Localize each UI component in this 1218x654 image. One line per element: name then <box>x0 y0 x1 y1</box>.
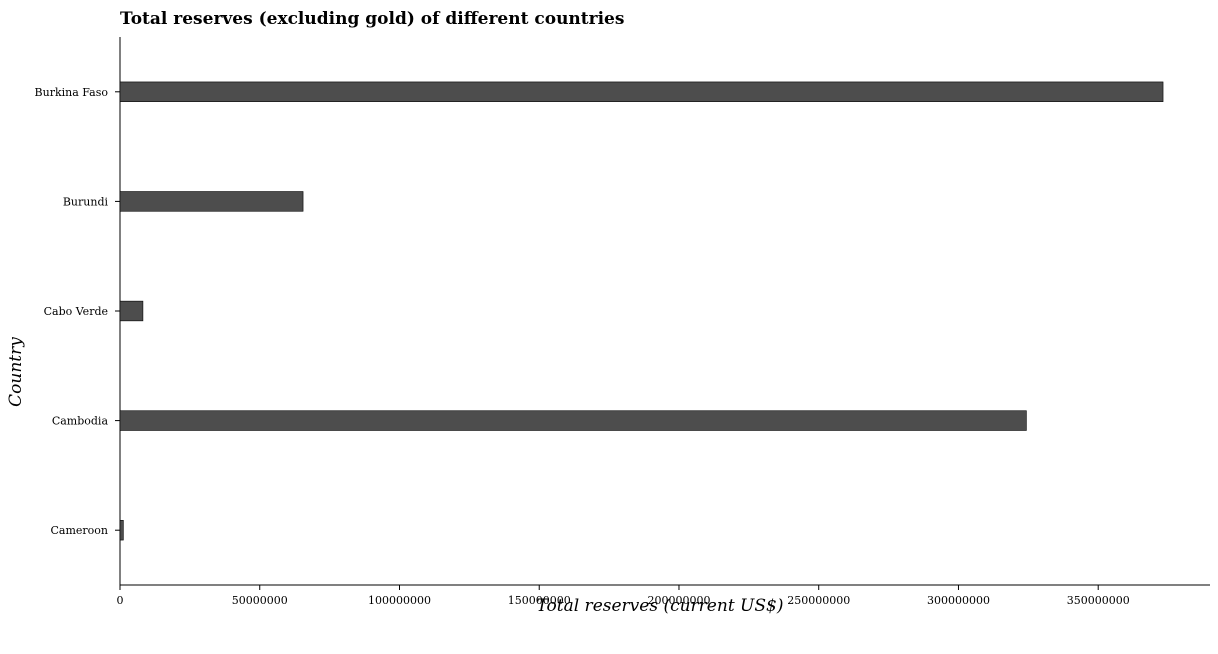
bar <box>119 81 1164 102</box>
x-tick-label: 50000000 <box>232 594 288 607</box>
bar <box>119 300 144 322</box>
x-tick-label: 200000000 <box>647 594 710 607</box>
x-tick-label: 250000000 <box>787 594 850 607</box>
y-tick-label: Cameroon <box>50 524 108 537</box>
x-axis-label: Total reserves (current US$) <box>537 596 784 616</box>
x-tick-label: 0 <box>117 594 124 607</box>
x-tick-label: 300000000 <box>927 594 990 607</box>
bar <box>119 191 304 212</box>
plot-area: 0 50000000 100000000 150000000 200000000 2500… <box>35 37 1210 607</box>
chart-title: Total reserves (excluding gold) of diffe… <box>120 9 624 29</box>
y-tick-label: Burkina Faso <box>35 86 109 99</box>
y-tick-label: Cabo Verde <box>44 305 108 318</box>
bar <box>119 410 1027 431</box>
y-axis-label: Country <box>6 337 26 407</box>
x-tick-label: 350000000 <box>1067 594 1130 607</box>
x-tick-label: 100000000 <box>368 594 431 607</box>
x-tick-label: 150000000 <box>508 594 571 607</box>
y-tick-label: Cambodia <box>52 415 109 428</box>
y-tick-label: Burundi <box>63 195 109 208</box>
bar <box>119 520 124 541</box>
